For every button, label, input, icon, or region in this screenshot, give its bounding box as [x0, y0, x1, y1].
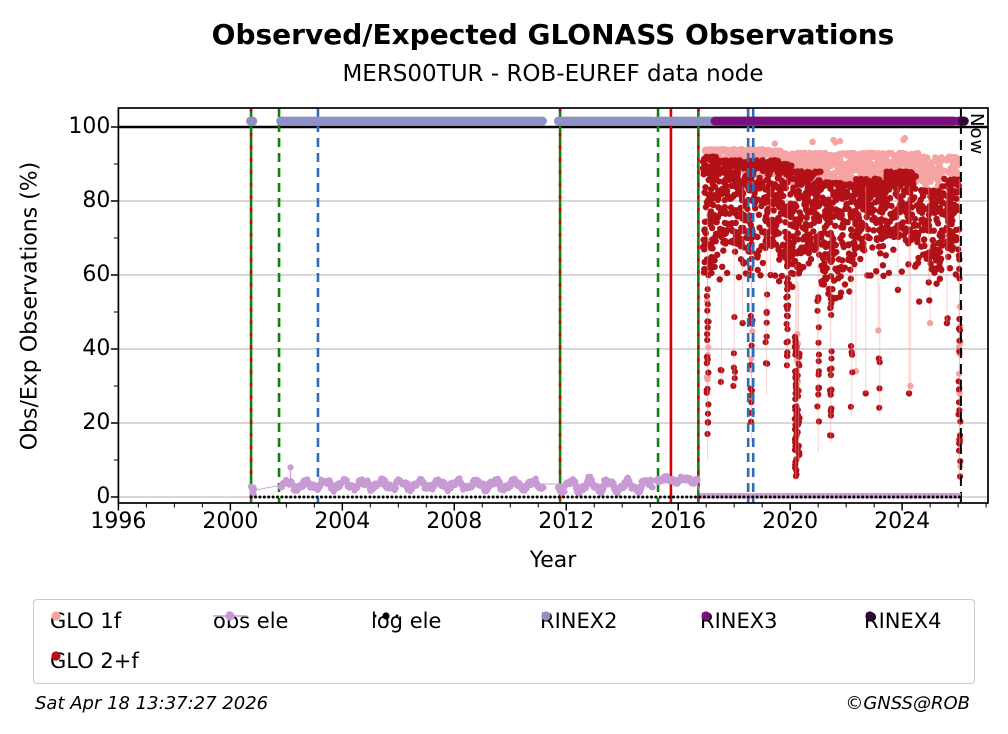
legend-item-rinex2: RINEX2 — [540, 608, 618, 634]
legend-label: GLO 1f — [50, 609, 122, 633]
x-tick-label: 1996 — [90, 509, 147, 534]
legend-label: GLO 2+f — [50, 649, 139, 673]
x-tick-label: 2016 — [650, 509, 707, 534]
x-tick-label: 2024 — [874, 509, 931, 534]
y-axis-label: Obs/Exp Observations (%) — [17, 161, 43, 451]
copyright-text: ©GNSS@ROB — [845, 693, 970, 714]
y-tick-label: 80 — [82, 188, 111, 213]
glo-1f-marker-icon — [51, 611, 61, 621]
event-lines — [249, 108, 962, 503]
x-tick-label: 2008 — [426, 509, 483, 534]
series-glo-2-f — [699, 153, 964, 480]
y-tick-label: 40 — [82, 336, 111, 361]
now-line-label: Now — [966, 113, 987, 156]
legend-item-rinex4: RINEX4 — [864, 608, 942, 634]
rinex3-marker-icon — [701, 611, 711, 621]
rinex4-marker-icon — [865, 611, 875, 621]
legend-label: RINEX4 — [864, 609, 942, 633]
chart-subtitle: MERS00TUR - ROB-EUREF data node — [342, 61, 764, 87]
legend-item-obs-ele: obs ele — [213, 608, 288, 634]
y-tick-label: 100 — [68, 114, 111, 139]
obs-ele-marker-icon — [213, 611, 247, 621]
scatter-layer — [699, 134, 964, 480]
timestamp-text: Sat Apr 18 13:37:27 2026 — [35, 693, 269, 714]
y-tick-label: 0 — [96, 484, 111, 509]
x-axis-label: Year — [529, 548, 577, 573]
chart-title: Observed/Expected GLONASS Observations — [211, 18, 895, 51]
series-log-ele — [249, 495, 961, 499]
legend-item-log-ele: log ele — [371, 608, 441, 634]
glo-2-f-marker-icon — [51, 651, 61, 661]
legend-item-rinex3: RINEX3 — [700, 608, 778, 634]
x-tick-label: 2020 — [762, 509, 819, 534]
x-tick-label: 2000 — [202, 509, 259, 534]
y-tick-label: 60 — [82, 262, 111, 287]
legend-label: RINEX2 — [540, 609, 618, 633]
x-tick-label: 2004 — [314, 509, 371, 534]
rinex2-marker-icon — [541, 611, 551, 621]
legend-item-glo-2-f: GLO 2+f — [50, 648, 139, 674]
legend-label: obs ele — [213, 609, 289, 633]
axes-frame — [110, 107, 989, 511]
legend-label: RINEX3 — [700, 609, 778, 633]
x-tick-label: 2012 — [538, 509, 595, 534]
y-tick-label: 20 — [82, 410, 111, 435]
chart-legend: GLO 1f obs ele log ele RINEX2 RINEX3 RINEX4 GL… — [33, 599, 975, 684]
legend-item-glo-1f: GLO 1f — [50, 608, 121, 634]
legend-label: log ele — [371, 609, 442, 633]
log-ele-marker-icon — [373, 612, 399, 620]
series-obs-ele — [247, 464, 961, 499]
